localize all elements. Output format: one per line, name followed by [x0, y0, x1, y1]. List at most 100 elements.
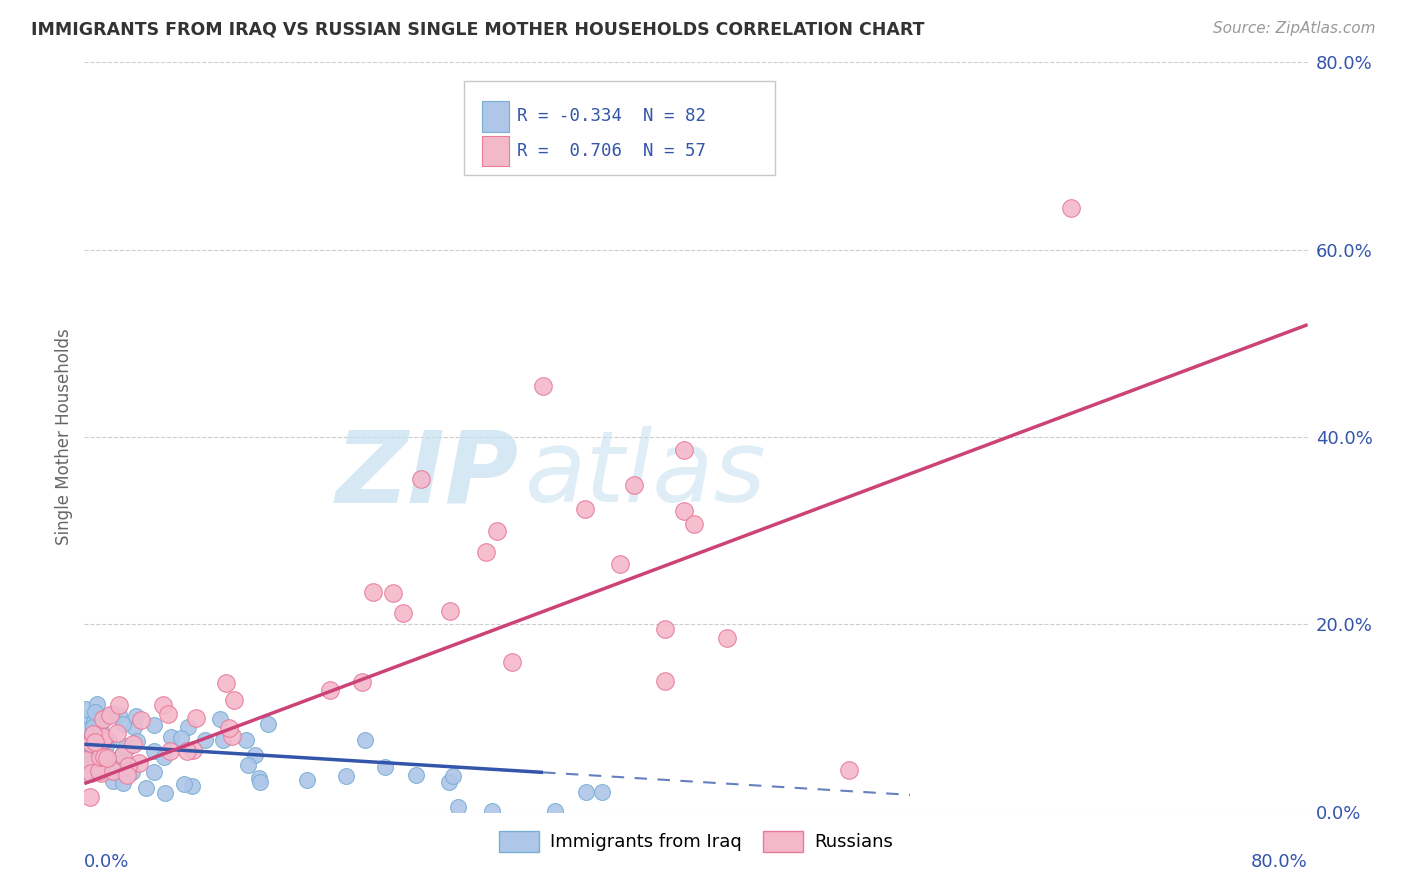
Point [105, 725, 128, 739]
Point [160, 730, 183, 744]
Point [89, 726, 111, 740]
Point [247, 771, 270, 785]
Point [89, 720, 111, 734]
Text: R = -0.334  N = 82: R = -0.334 N = 82 [517, 107, 706, 126]
Y-axis label: Single Mother Households: Single Mother Households [55, 329, 73, 545]
Legend: Immigrants from Iraq, Russians: Immigrants from Iraq, Russians [492, 823, 900, 859]
Point [531, 378, 554, 392]
Point [93, 730, 115, 744]
Point [110, 756, 132, 770]
Point [90, 736, 112, 750]
Point [82, 750, 104, 764]
Point [97, 734, 120, 748]
Point [654, 673, 676, 688]
Point [224, 692, 246, 706]
Point [221, 729, 243, 743]
Point [218, 721, 240, 735]
Point [121, 738, 143, 752]
Point [115, 767, 138, 781]
Point [90, 766, 112, 780]
Point [82, 727, 104, 741]
Point [89, 750, 111, 764]
Point [156, 706, 179, 721]
Point [87, 764, 110, 778]
Point [159, 744, 181, 758]
Point [352, 675, 374, 690]
Point [214, 675, 236, 690]
Point [235, 732, 257, 747]
Point [77, 735, 100, 749]
Point [91, 712, 114, 726]
Point [502, 655, 524, 669]
Point [249, 775, 271, 789]
Point [176, 744, 198, 758]
Point [623, 477, 645, 491]
Point [481, 804, 503, 818]
Point [79, 789, 101, 804]
Point [212, 733, 235, 747]
Point [111, 717, 134, 731]
Point [591, 785, 613, 799]
Text: atlas: atlas [524, 426, 766, 523]
Point [256, 716, 278, 731]
Point [76, 723, 98, 738]
Point [236, 758, 259, 772]
Point [75, 753, 97, 767]
Point [75, 768, 97, 782]
Point [84, 739, 107, 753]
Point [486, 524, 509, 538]
Point [86, 697, 108, 711]
Point [177, 720, 200, 734]
Point [544, 804, 567, 818]
Point [87, 723, 110, 738]
Point [94, 733, 117, 747]
Point [75, 754, 97, 768]
Point [77, 739, 100, 754]
Point [297, 773, 319, 788]
Point [354, 733, 377, 747]
Point [447, 800, 470, 814]
Point [361, 585, 384, 599]
Point [405, 767, 427, 781]
Point [87, 730, 110, 744]
Point [382, 586, 405, 600]
Point [170, 731, 193, 745]
Point [89, 756, 111, 770]
Point [84, 735, 107, 749]
Point [184, 711, 207, 725]
Text: IMMIGRANTS FROM IRAQ VS RUSSIAN SINGLE MOTHER HOUSEHOLDS CORRELATION CHART: IMMIGRANTS FROM IRAQ VS RUSSIAN SINGLE M… [31, 21, 924, 38]
Point [76, 731, 98, 745]
Point [181, 742, 204, 756]
Point [125, 734, 148, 748]
FancyBboxPatch shape [464, 81, 776, 175]
Point [609, 557, 631, 571]
Point [107, 752, 129, 766]
Point [143, 718, 166, 732]
Point [152, 750, 174, 764]
Point [122, 720, 145, 734]
Point [112, 747, 135, 762]
Point [94, 756, 117, 770]
Point [111, 775, 134, 789]
Point [475, 545, 498, 559]
Point [101, 773, 124, 788]
Point [107, 698, 129, 713]
Point [101, 764, 124, 778]
Point [91, 733, 114, 747]
Point [439, 604, 461, 618]
Point [83, 754, 105, 768]
Point [319, 683, 342, 698]
Text: Source: ZipAtlas.com: Source: ZipAtlas.com [1212, 21, 1375, 36]
Point [98, 708, 121, 723]
Point [409, 472, 432, 486]
Text: 80.0%: 80.0% [1251, 853, 1308, 871]
Point [77, 710, 100, 724]
Point [142, 765, 165, 780]
Point [94, 739, 117, 753]
Point [121, 765, 143, 780]
Point [75, 743, 97, 757]
Point [101, 706, 124, 721]
Point [173, 777, 195, 791]
Point [79, 738, 101, 752]
Point [335, 769, 357, 783]
